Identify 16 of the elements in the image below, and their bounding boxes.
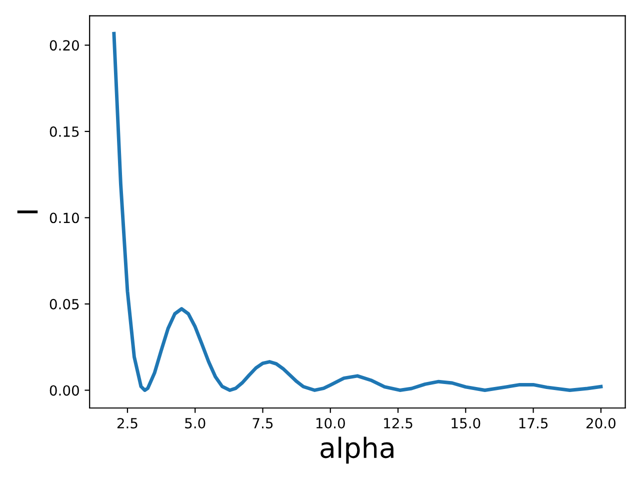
x-axis-title: alpha <box>320 436 394 464</box>
y-tick-label: 0.10 <box>50 212 79 224</box>
x-tick-label: 7.5 <box>252 418 273 428</box>
x-tick-label: 10.0 <box>316 418 345 428</box>
x-tick-label: 12.5 <box>384 418 412 428</box>
x-tick-label: 15.0 <box>452 418 480 428</box>
y-tick-label: 0.15 <box>50 126 79 137</box>
x-tick-label: 20.0 <box>586 418 616 428</box>
y-tick-label: 0.05 <box>50 298 79 310</box>
x-tick-label: 2.5 <box>117 418 138 428</box>
line-series <box>112 32 603 392</box>
y-tick-label: 0.20 <box>50 40 79 51</box>
x-tick-label: 5.0 <box>185 418 206 428</box>
y-axis-title: I <box>17 210 38 214</box>
y-tick-label: 0.00 <box>50 385 79 396</box>
x-tick-label: 17.5 <box>519 418 548 428</box>
